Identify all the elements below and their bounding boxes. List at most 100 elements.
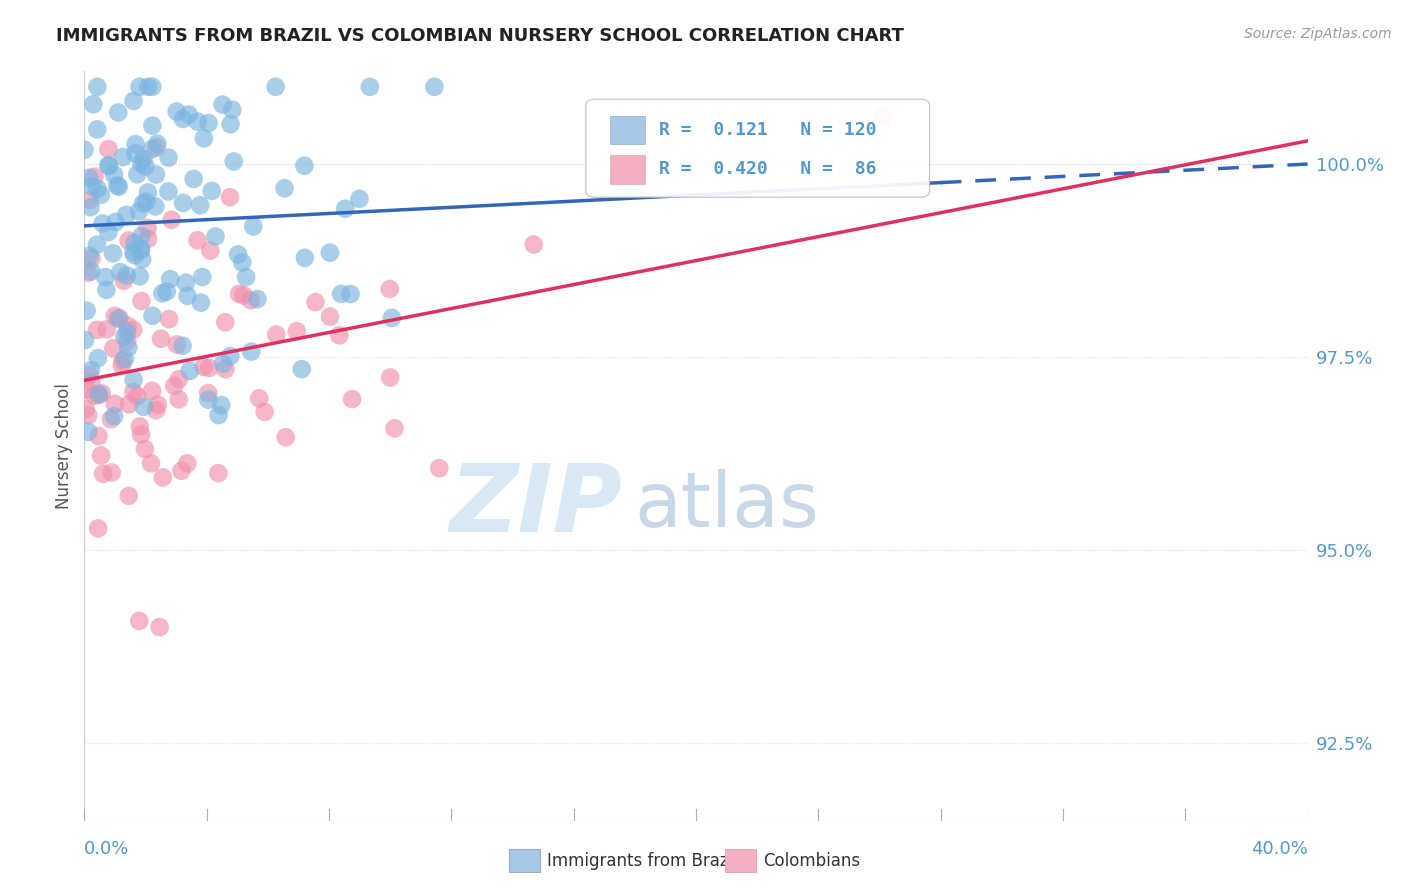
Point (96, 283, 118, 297)
Point (77, 266, 100, 280)
Point (146, 398, 169, 412)
Point (174, 276, 197, 290)
Point (186, 233, 208, 247)
Point (135, 194, 157, 209)
Point (86, 323, 108, 337)
Point (108, 311, 131, 326)
Point (101, 246, 124, 260)
Point (209, 398, 232, 412)
Point (115, 325, 138, 339)
Point (188, 198, 211, 212)
Point (340, 392, 363, 406)
Point (285, 324, 308, 338)
Point (134, 442, 156, 456)
Point (76, 303, 98, 318)
Point (349, 192, 371, 206)
Point (319, 245, 342, 260)
Point (83, 169, 105, 184)
Point (117, 234, 139, 248)
Point (172, 196, 194, 211)
Point (160, 212, 183, 227)
Point (143, 200, 166, 214)
Point (330, 287, 353, 301)
Point (122, 384, 145, 399)
Point (157, 312, 180, 326)
Point (242, 219, 264, 234)
Point (172, 339, 194, 353)
Point (107, 105, 129, 120)
Point (128, 614, 150, 628)
Point (115, 208, 138, 222)
Point (423, 79, 446, 94)
Point (166, 104, 188, 119)
Point (127, 389, 149, 403)
Point (149, 620, 172, 634)
Point (90, 386, 112, 401)
Point (380, 370, 402, 384)
Point (523, 237, 546, 252)
Point (170, 464, 193, 478)
Text: R =  0.121   N = 120: R = 0.121 N = 120 (659, 120, 877, 139)
Point (77, 368, 100, 382)
Point (193, 359, 215, 374)
Point (122, 373, 145, 387)
Point (75, 402, 97, 417)
Point (141, 119, 163, 133)
Point (319, 310, 342, 324)
Point (139, 456, 162, 470)
Point (176, 289, 198, 303)
Point (235, 270, 257, 285)
Point (118, 489, 141, 503)
Point (131, 229, 153, 244)
Point (105, 178, 128, 193)
Point (226, 247, 249, 261)
Point (212, 357, 235, 371)
Point (152, 470, 174, 484)
Point (124, 248, 146, 262)
Point (111, 150, 134, 164)
Point (129, 244, 152, 258)
Point (107, 311, 129, 326)
Point (167, 372, 190, 386)
Point (76, 383, 98, 397)
Bar (610, 155, 644, 184)
Y-axis label: Nursery School: Nursery School (55, 383, 73, 509)
Point (240, 344, 263, 359)
Point (193, 131, 215, 145)
Point (77, 409, 100, 423)
Point (134, 160, 156, 174)
Point (190, 295, 212, 310)
Point (232, 288, 254, 302)
Point (77, 425, 100, 439)
Point (110, 265, 132, 279)
Point (87, 388, 110, 402)
FancyBboxPatch shape (586, 99, 929, 197)
Point (103, 168, 125, 182)
Point (157, 185, 180, 199)
Point (378, 282, 401, 296)
Point (132, 152, 155, 166)
Point (128, 204, 150, 219)
Text: ZIP: ZIP (450, 460, 623, 552)
Point (253, 405, 276, 419)
Point (136, 79, 159, 94)
Point (304, 295, 326, 310)
Point (79, 249, 101, 263)
Point (219, 117, 242, 131)
Point (266, 327, 288, 342)
Point (86, 79, 108, 94)
Point (104, 309, 127, 323)
Point (80, 252, 103, 266)
Text: Colombians: Colombians (763, 852, 860, 870)
Bar (610, 116, 644, 144)
Point (104, 397, 127, 411)
Point (100, 466, 122, 480)
Point (274, 430, 297, 444)
Point (91, 217, 114, 231)
Point (124, 137, 146, 152)
Point (86, 122, 108, 136)
Point (96, 322, 118, 336)
Point (136, 220, 159, 235)
Point (183, 172, 205, 186)
Point (97, 142, 120, 156)
